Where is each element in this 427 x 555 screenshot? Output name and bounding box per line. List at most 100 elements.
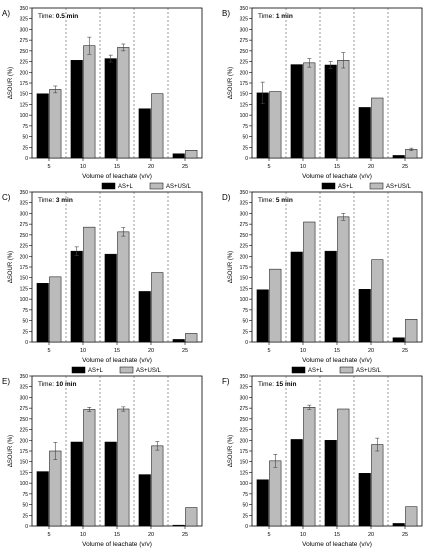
bar-as-us-l (303, 62, 316, 159)
y-tick-label: 350 (240, 374, 249, 380)
x-tick-label: 15 (334, 348, 340, 354)
panel-label: F) (222, 377, 230, 386)
chart-panel: E) 0 25 50 75 100 125 150 175 200 225 250 275 300 325 3… (2, 374, 203, 555)
y-axis-label: ΔSOUR (%) (8, 435, 14, 467)
bar-as-l (290, 251, 303, 343)
x-axis-label: Volume of leachate (v/v) (302, 541, 372, 548)
y-tick-label: 250 (20, 417, 29, 423)
legend-swatch (339, 366, 354, 374)
y-tick-label: 150 (240, 460, 249, 466)
x-tick-label: 10 (80, 532, 86, 538)
y-tick-label: 125 (20, 102, 29, 108)
x-tick-label: 5 (47, 348, 50, 354)
y-tick-label: 175 (240, 265, 249, 271)
y-tick-label: 175 (20, 265, 29, 271)
x-tick-label: 15 (114, 164, 120, 170)
y-tick-label: 125 (20, 286, 29, 292)
bar-as-l (104, 253, 117, 343)
x-tick-label: 15 (334, 532, 340, 538)
bar-as-us-l (49, 89, 62, 159)
bar-as-us-l (269, 460, 282, 527)
y-tick-label: 150 (20, 276, 29, 282)
bar-as-l (36, 283, 49, 343)
chart-panel: D) 0 25 50 75 100 125 150 175 200 225 250 275 300 325 3… (222, 190, 423, 374)
bar-as-l (104, 441, 117, 527)
x-tick-label: 20 (368, 348, 374, 354)
legend-label: AS+L (88, 368, 104, 374)
y-tick-label: 50 (22, 503, 28, 509)
y-tick-label: 50 (242, 503, 248, 509)
x-axis-label: Volume of leachate (v/v) (302, 173, 372, 180)
x-tick-label: 5 (47, 164, 50, 170)
y-tick-label: 350 (20, 374, 29, 380)
y-tick-label: 325 (20, 201, 29, 207)
bar-as-l (392, 337, 405, 343)
bar-as-us-l (151, 272, 164, 343)
y-tick-label: 25 (242, 329, 248, 335)
x-tick-label: 15 (114, 348, 120, 354)
bar-as-us-l (185, 333, 198, 343)
bar-as-l (256, 289, 269, 343)
bar-as-us-l (49, 450, 62, 527)
bar-as-l (172, 153, 185, 159)
y-tick-label: 275 (240, 38, 249, 44)
y-tick-label: 0 (245, 340, 248, 346)
bar-as-us-l (337, 60, 350, 159)
bar-as-us-l (371, 444, 384, 527)
legend-label: AS+US/L (166, 184, 192, 190)
bar-as-l (70, 250, 83, 343)
y-tick-label: 50 (22, 135, 28, 141)
bar-as-us-l (117, 408, 130, 527)
x-tick-label: 15 (114, 532, 120, 538)
y-tick-label: 300 (20, 27, 29, 33)
y-tick-label: 100 (20, 113, 29, 119)
y-tick-label: 200 (20, 438, 29, 444)
y-tick-label: 200 (240, 438, 249, 444)
legend-label: AS+US/L (356, 368, 382, 374)
x-tick-label: 5 (267, 348, 270, 354)
time-value: 5 min (276, 197, 293, 204)
bar-as-us-l (151, 93, 164, 159)
x-tick-label: 10 (300, 164, 306, 170)
y-tick-label: 25 (22, 329, 28, 335)
y-axis-label: ΔSOUR (%) (8, 251, 14, 283)
y-tick-label: 175 (20, 81, 29, 87)
y-tick-label: 250 (240, 417, 249, 423)
x-tick-label: 20 (368, 164, 374, 170)
y-tick-label: 325 (240, 385, 249, 391)
panel-label: D) (222, 193, 231, 202)
x-tick-label: 25 (182, 164, 188, 170)
y-tick-label: 300 (20, 395, 29, 401)
y-tick-label: 75 (22, 308, 28, 314)
chart-panel: A) 0 25 50 75 100 125 150 175 200 225 250 275 300 325 3… (2, 6, 203, 190)
time-annotation: Time: 0.5 min (38, 13, 78, 20)
y-tick-label: 50 (22, 319, 28, 325)
y-tick-label: 125 (240, 102, 249, 108)
y-tick-label: 25 (242, 513, 248, 519)
y-tick-label: 250 (20, 233, 29, 239)
y-tick-label: 0 (25, 524, 28, 530)
y-tick-label: 225 (240, 244, 249, 250)
y-tick-label: 350 (240, 6, 249, 12)
bar-as-us-l (405, 506, 418, 527)
bar-as-us-l (303, 407, 316, 527)
legend-label: AS+US/L (386, 184, 412, 190)
y-tick-label: 100 (20, 297, 29, 303)
y-tick-label: 150 (240, 276, 249, 282)
y-tick-label: 125 (240, 286, 249, 292)
y-tick-label: 150 (240, 92, 249, 98)
bar-as-us-l (269, 268, 282, 343)
y-tick-label: 250 (20, 49, 29, 55)
y-tick-label: 225 (20, 60, 29, 66)
bar-as-us-l (185, 507, 198, 527)
bar-as-us-l (185, 150, 198, 159)
bar-as-l (392, 155, 405, 159)
panel-label: B) (222, 9, 230, 18)
bar-as-l (324, 440, 337, 527)
bar-as-us-l (117, 231, 130, 343)
y-tick-label: 25 (242, 145, 248, 151)
y-tick-label: 100 (240, 481, 249, 487)
bar-as-l (138, 108, 151, 159)
